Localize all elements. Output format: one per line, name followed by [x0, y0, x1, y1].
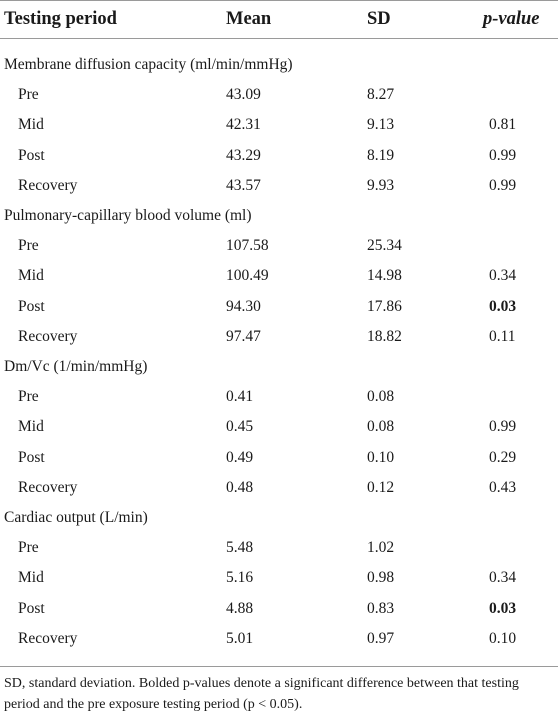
group-title-row: Pulmonary-capillary blood volume (ml)	[0, 201, 558, 231]
cell-sd: 0.97	[367, 629, 395, 647]
cell-mean: 43.57	[226, 176, 261, 194]
cell-p-value: 0.81	[489, 116, 517, 134]
cell-period: Recovery	[18, 176, 78, 194]
cell-p-value: 0.11	[489, 327, 516, 345]
group-title: Dm/Vc (1/min/mmHg)	[4, 358, 148, 375]
cell-mean: 97.47	[226, 327, 261, 345]
table-row: Pre 43.09 8.27	[0, 80, 558, 110]
cell-sd: 0.12	[367, 478, 395, 496]
table-footnote: SD, standard deviation. Bolded p-values …	[4, 676, 519, 712]
table-row: Mid 100.49 14.98 0.34	[0, 261, 558, 291]
table-row: Recovery 0.48 0.12 0.43	[0, 473, 558, 503]
cell-period: Post	[18, 599, 45, 617]
group-title-row: Cardiac output (L/min)	[0, 503, 558, 533]
cell-period: Pre	[18, 86, 39, 104]
cell-sd: 0.08	[367, 388, 395, 406]
cell-p-value: 0.03	[489, 297, 517, 315]
table-row: Pre 107.58 25.34	[0, 231, 558, 261]
cell-p-value: 0.43	[489, 478, 517, 496]
cell-p-value: 0.34	[489, 569, 517, 587]
group-title: Cardiac output (L/min)	[4, 509, 148, 526]
table-row: Pre 5.48 1.02	[0, 533, 558, 563]
cell-period: Mid	[18, 418, 44, 436]
cell-period: Pre	[18, 388, 39, 406]
cell-p-value: 0.99	[489, 418, 517, 436]
cell-mean: 43.29	[226, 146, 261, 164]
cell-mean: 0.41	[226, 388, 254, 406]
table-row: Post 43.29 8.19 0.99	[0, 141, 558, 171]
cell-mean: 0.48	[226, 478, 254, 496]
cell-period: Mid	[18, 116, 44, 134]
cell-mean: 0.45	[226, 418, 254, 436]
group-title: Membrane diffusion capacity (ml/min/mmHg…	[4, 56, 293, 73]
group-title: Pulmonary-capillary blood volume (ml)	[4, 207, 252, 224]
cell-period: Post	[18, 297, 45, 315]
cell-mean: 5.16	[226, 569, 254, 587]
cell-p-value: 0.29	[489, 448, 517, 466]
cell-period: Recovery	[18, 478, 78, 496]
cell-mean: 5.48	[226, 539, 254, 557]
table-row: Post 0.49 0.10 0.29	[0, 443, 558, 473]
cell-sd: 8.27	[367, 86, 395, 104]
top-rule	[0, 0, 558, 1]
cell-sd: 0.98	[367, 569, 395, 587]
cell-mean: 107.58	[226, 237, 269, 255]
table-row: Mid 5.16 0.98 0.34	[0, 563, 558, 593]
cell-sd: 25.34	[367, 237, 402, 255]
cell-period: Post	[18, 146, 45, 164]
cell-sd: 0.10	[367, 448, 395, 466]
cell-sd: 14.98	[367, 267, 402, 285]
cell-sd: 18.82	[367, 327, 402, 345]
cell-period: Mid	[18, 569, 44, 587]
table-row: Post 94.30 17.86 0.03	[0, 292, 558, 322]
header-sd: SD	[367, 9, 391, 29]
cell-sd: 17.86	[367, 297, 402, 315]
bottom-rule	[0, 666, 558, 667]
cell-p-value: 0.34	[489, 267, 517, 285]
table-row: Mid 42.31 9.13 0.81	[0, 110, 558, 140]
cell-mean: 4.88	[226, 599, 254, 617]
cell-period: Recovery	[18, 327, 78, 345]
cell-sd: 8.19	[367, 146, 395, 164]
cell-period: Post	[18, 448, 45, 466]
cell-mean: 5.01	[226, 629, 254, 647]
cell-p-value: 0.99	[489, 176, 517, 194]
table-header: Testing period Mean SD p-value	[0, 4, 558, 34]
cell-sd: 0.08	[367, 418, 395, 436]
table-row: Post 4.88 0.83 0.03	[0, 594, 558, 624]
cell-sd: 0.83	[367, 599, 395, 617]
table-row: Pre 0.41 0.08	[0, 382, 558, 412]
cell-p-value: 0.99	[489, 146, 517, 164]
cell-period: Pre	[18, 539, 39, 557]
table-row: Recovery 97.47 18.82 0.11	[0, 322, 558, 352]
cell-sd: 1.02	[367, 539, 395, 557]
table-row: Mid 0.45 0.08 0.99	[0, 412, 558, 442]
cell-p-value: 0.10	[489, 629, 517, 647]
cell-mean: 94.30	[226, 297, 261, 315]
table-row: Recovery 5.01 0.97 0.10	[0, 624, 558, 654]
cell-mean: 42.31	[226, 116, 261, 134]
cell-sd: 9.93	[367, 176, 395, 194]
cell-mean: 100.49	[226, 267, 269, 285]
header-rule	[0, 38, 558, 39]
group-title-row: Membrane diffusion capacity (ml/min/mmHg…	[0, 50, 558, 80]
cell-p-value: 0.03	[489, 599, 517, 617]
cell-sd: 9.13	[367, 116, 395, 134]
cell-mean: 43.09	[226, 86, 261, 104]
cell-period: Recovery	[18, 629, 78, 647]
cell-period: Mid	[18, 267, 44, 285]
group-title-row: Dm/Vc (1/min/mmHg)	[0, 352, 558, 382]
header-testing-period: Testing period	[4, 9, 117, 29]
cell-period: Pre	[18, 237, 39, 255]
header-mean: Mean	[226, 9, 272, 29]
header-p-value: p-value	[483, 9, 540, 29]
table-row: Recovery 43.57 9.93 0.99	[0, 171, 558, 201]
cell-mean: 0.49	[226, 448, 254, 466]
